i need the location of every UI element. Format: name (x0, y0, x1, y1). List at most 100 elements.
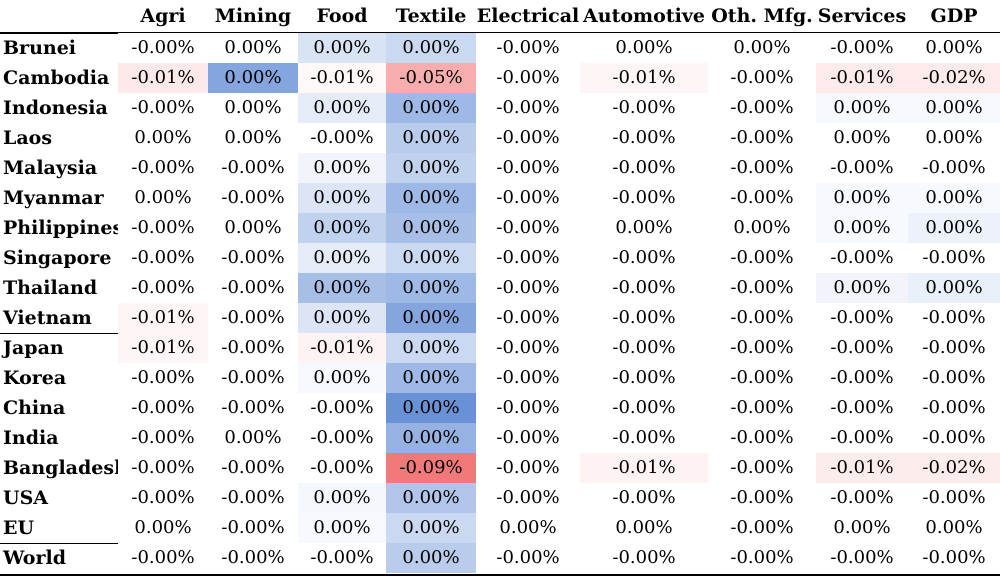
heatmap-cell: -0.00% (476, 333, 580, 363)
heatmap-cell: -0.00% (708, 393, 816, 423)
heatmap-cell: -0.00% (708, 273, 816, 303)
heatmap-cell: -0.00% (816, 543, 908, 573)
heatmap-cell: -0.00% (208, 483, 298, 513)
heatmap-cell: -0.00% (580, 363, 708, 393)
heatmap-cell: 0.00% (386, 423, 476, 453)
heatmap-cell: 0.00% (298, 363, 386, 393)
heatmap-cell: 0.00% (708, 33, 816, 63)
heatmap-cell: -0.01% (580, 453, 708, 483)
heatmap-cell: 0.00% (208, 33, 298, 63)
heatmap-cell: -0.00% (708, 63, 816, 93)
heatmap-cell: -0.00% (476, 153, 580, 183)
heatmap-cell: -0.00% (708, 183, 816, 213)
heatmap-cell: 0.00% (118, 513, 208, 543)
row-label: EU (3, 517, 35, 539)
row-label: Indonesia (3, 97, 108, 119)
heatmap-cell: -0.00% (908, 483, 1000, 513)
heatmap-cell: 0.00% (816, 93, 908, 123)
heatmap-cell: -0.00% (208, 363, 298, 393)
heatmap-cell: -0.00% (476, 363, 580, 393)
heatmap-cell: -0.00% (208, 513, 298, 543)
row-label: Japan (3, 337, 64, 359)
heatmap-cell: 0.00% (386, 543, 476, 573)
heatmap-cell: -0.00% (908, 243, 1000, 273)
heatmap-cell: -0.00% (118, 423, 208, 453)
heatmap-cell: 0.00% (580, 33, 708, 63)
heatmap-cell: 0.00% (118, 183, 208, 213)
heatmap-cell: -0.00% (908, 333, 1000, 363)
heatmap-cell: -0.00% (580, 423, 708, 453)
heatmap-cell: 0.00% (386, 123, 476, 153)
heatmap-cell: -0.00% (816, 243, 908, 273)
column-header: Electrical (476, 5, 580, 27)
heatmap-cell: -0.00% (476, 303, 580, 333)
heatmap-cell: -0.00% (580, 123, 708, 153)
heatmap-cell: -0.00% (580, 333, 708, 363)
heatmap-cell: -0.00% (298, 393, 386, 423)
column-header: Automotive (583, 5, 705, 27)
heatmap-cell: -0.01% (816, 453, 908, 483)
heatmap-cell: -0.00% (118, 93, 208, 123)
heatmap-cell: -0.00% (208, 393, 298, 423)
heatmap-cell: 0.00% (908, 183, 1000, 213)
heatmap-cell: 0.00% (298, 273, 386, 303)
row-label: Laos (3, 127, 53, 149)
heatmap-cell: -0.00% (816, 333, 908, 363)
row-label: China (3, 397, 66, 419)
heatmap-cell: 0.00% (816, 513, 908, 543)
heatmap-cell: 0.00% (386, 273, 476, 303)
heatmap-cell: -0.00% (208, 243, 298, 273)
heatmap-cell: 0.00% (386, 153, 476, 183)
heatmap-cell: 0.00% (208, 213, 298, 243)
row-label: Thailand (3, 277, 98, 299)
heatmap-cell: -0.01% (580, 63, 708, 93)
heatmap-cell: -0.00% (708, 123, 816, 153)
heatmap-cell: -0.00% (476, 453, 580, 483)
row-label: Korea (3, 367, 67, 389)
heatmap-cell: -0.00% (476, 483, 580, 513)
heatmap-cell: -0.00% (476, 213, 580, 243)
heatmap-cell: -0.00% (708, 153, 816, 183)
heatmap-cell: -0.00% (118, 153, 208, 183)
heatmap-cell: -0.00% (298, 423, 386, 453)
heatmap-cell: -0.00% (208, 453, 298, 483)
heatmap-cell: -0.00% (476, 273, 580, 303)
heatmap-cell: 0.00% (908, 213, 1000, 243)
row-label: Bangladesh (3, 457, 128, 479)
heatmap-cell: 0.00% (816, 213, 908, 243)
row-label: Myanmar (3, 187, 104, 209)
heatmap-cell: -0.00% (708, 423, 816, 453)
heatmap-cell: 0.00% (298, 153, 386, 183)
heatmap-cell: 0.00% (118, 123, 208, 153)
heatmap-cell: -0.00% (816, 393, 908, 423)
row-label: Vietnam (3, 307, 92, 329)
column-header: Textile (395, 5, 467, 27)
heatmap-cell: 0.00% (386, 333, 476, 363)
heatmap-cell: 0.00% (476, 513, 580, 543)
heatmap-cell: -0.00% (208, 183, 298, 213)
heatmap-cell: 0.00% (816, 183, 908, 213)
heatmap-cell: 0.00% (298, 483, 386, 513)
heatmap-cell: 0.00% (386, 303, 476, 333)
heatmap-cell: -0.00% (816, 423, 908, 453)
row-label: Malaysia (3, 157, 98, 179)
column-header: Food (316, 5, 368, 27)
heatmap-cell: -0.00% (208, 333, 298, 363)
heatmap-cell: -0.00% (580, 483, 708, 513)
heatmap-cell: -0.01% (816, 63, 908, 93)
heatmap-cell: -0.00% (908, 393, 1000, 423)
heatmap-cell: -0.00% (580, 93, 708, 123)
heatmap-cell: -0.00% (476, 33, 580, 63)
row-label: Philippines (3, 217, 124, 239)
heatmap-cell: -0.00% (118, 393, 208, 423)
heatmap-cell: -0.00% (708, 363, 816, 393)
heatmap-cell: -0.00% (708, 243, 816, 273)
heatmap-cell: 0.00% (386, 483, 476, 513)
header-rule (0, 32, 1000, 34)
heatmap-cell: -0.00% (908, 153, 1000, 183)
heatmap-cell: -0.00% (580, 243, 708, 273)
column-header: Agri (140, 5, 186, 27)
heatmap-cell: -0.01% (118, 63, 208, 93)
heatmap-cell: -0.00% (816, 303, 908, 333)
